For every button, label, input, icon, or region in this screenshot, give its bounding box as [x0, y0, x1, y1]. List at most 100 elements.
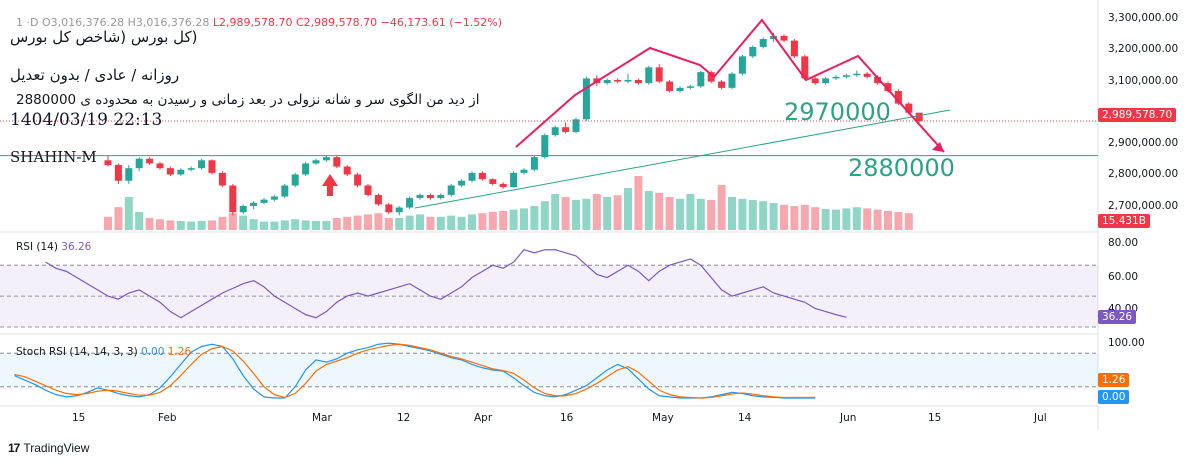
rsi-badge: 36.26	[1098, 310, 1137, 324]
volume-bar	[811, 207, 820, 230]
candle-body	[801, 56, 809, 79]
up-arrow-marker	[322, 174, 338, 196]
candle-body	[416, 194, 424, 199]
candle-body	[759, 39, 767, 47]
brand-label: TradingView	[23, 441, 90, 455]
volume-bar	[176, 221, 185, 230]
time-tick: 16	[560, 412, 574, 424]
head-shoulders-path	[515, 18, 945, 153]
stoch-band	[0, 353, 1098, 387]
volume-bar	[530, 206, 539, 230]
neckline	[414, 109, 951, 209]
volume-bar	[156, 219, 164, 230]
candle-body	[790, 40, 798, 57]
volume-bar	[540, 201, 549, 230]
volume-bar	[686, 194, 695, 230]
stoch-d-line	[14, 343, 816, 399]
candle-body	[198, 160, 206, 169]
price-tick: 2,900,000.00	[1108, 137, 1179, 149]
volume-bars	[104, 176, 913, 230]
price-tick: 2,700,000.00	[1108, 200, 1179, 212]
time-tick: Apr	[474, 412, 493, 424]
candle-body	[208, 160, 216, 173]
volume-bar	[800, 204, 809, 230]
volume-bar	[187, 221, 196, 230]
volume-bar	[572, 200, 580, 230]
volume-bar	[301, 220, 310, 230]
candle-body	[146, 158, 154, 164]
candle-body	[187, 168, 195, 170]
volume-bar	[644, 191, 653, 230]
candle-body	[281, 185, 289, 197]
volume-bar	[852, 207, 861, 230]
volume-bar	[873, 209, 882, 230]
volume-bar	[145, 218, 154, 230]
candle-body	[530, 157, 538, 170]
volume-bar	[603, 197, 612, 230]
candle-body	[718, 81, 726, 88]
rsi-value: 36.26	[61, 241, 92, 253]
ohlc-prefix: 1 ·D O3,016,376.28 H3,016,376.28	[16, 16, 210, 29]
candle-body	[478, 172, 486, 180]
candle-body	[863, 73, 871, 77]
candle-body	[447, 185, 455, 195]
candle-body	[874, 76, 882, 84]
candle-body	[354, 174, 362, 186]
candle-body	[437, 194, 445, 199]
candle-body	[343, 166, 351, 175]
volume-bar	[218, 216, 227, 230]
chart-title: (کل بورس (شاخص کل بورس	[10, 28, 198, 46]
volume-bar	[769, 203, 778, 230]
volume-bar	[759, 201, 768, 230]
rsi-tick: 60.00	[1108, 271, 1139, 283]
volume-bar	[124, 197, 133, 230]
candle-body	[582, 78, 590, 120]
candle-body	[218, 172, 226, 186]
volume-bar	[322, 221, 331, 230]
candle-body	[333, 157, 341, 167]
candle-body	[489, 179, 497, 184]
volume-bar	[821, 209, 830, 230]
candle-body	[738, 56, 746, 74]
volume-bar	[717, 185, 726, 230]
candle-body	[697, 72, 705, 87]
candle-body	[905, 103, 913, 113]
volume-bar	[239, 215, 248, 230]
volume-bar	[166, 220, 175, 230]
stoch-k-value: 0.00	[141, 346, 165, 358]
volume-bar	[208, 220, 216, 230]
volume-bar	[135, 212, 144, 230]
candle-body	[811, 78, 819, 84]
tradingview-logo[interactable]: 17 TradingView	[8, 441, 89, 455]
level-label-2: 2880000	[848, 154, 955, 182]
time-tick: 15	[72, 412, 86, 424]
volume-bar	[728, 197, 736, 230]
candle-body	[395, 207, 403, 213]
candle-body	[624, 79, 632, 82]
candle-body	[541, 135, 549, 158]
volume-bar	[228, 213, 237, 230]
candle-body	[749, 46, 757, 57]
chart-subtitle: روزانه / عادی / بدون تعدیل	[10, 66, 180, 84]
volume-bar	[457, 216, 466, 230]
candle-body	[707, 72, 715, 82]
candle-body	[156, 163, 164, 169]
price-tick: 3,100,000.00	[1108, 75, 1179, 87]
volume-bar	[395, 218, 404, 230]
volume-bar	[374, 213, 383, 230]
stoch-tick: 100.00	[1108, 337, 1145, 349]
volume-bar	[343, 216, 352, 230]
candle-body	[426, 194, 434, 199]
time-tick: 14	[738, 412, 752, 424]
time-tick: Feb	[158, 412, 177, 424]
candle-body	[510, 172, 518, 188]
candle-body	[166, 168, 174, 175]
candle-body	[177, 169, 185, 175]
time-tick: May	[652, 412, 674, 424]
candle-body	[894, 91, 902, 104]
volume-bar	[270, 221, 279, 230]
volume-bar	[634, 176, 643, 230]
volume-bar	[405, 215, 414, 230]
stoch-label: Stoch RSI (14, 14, 3, 3) 0.00 1.26	[16, 346, 192, 358]
volume-bar	[353, 215, 362, 230]
